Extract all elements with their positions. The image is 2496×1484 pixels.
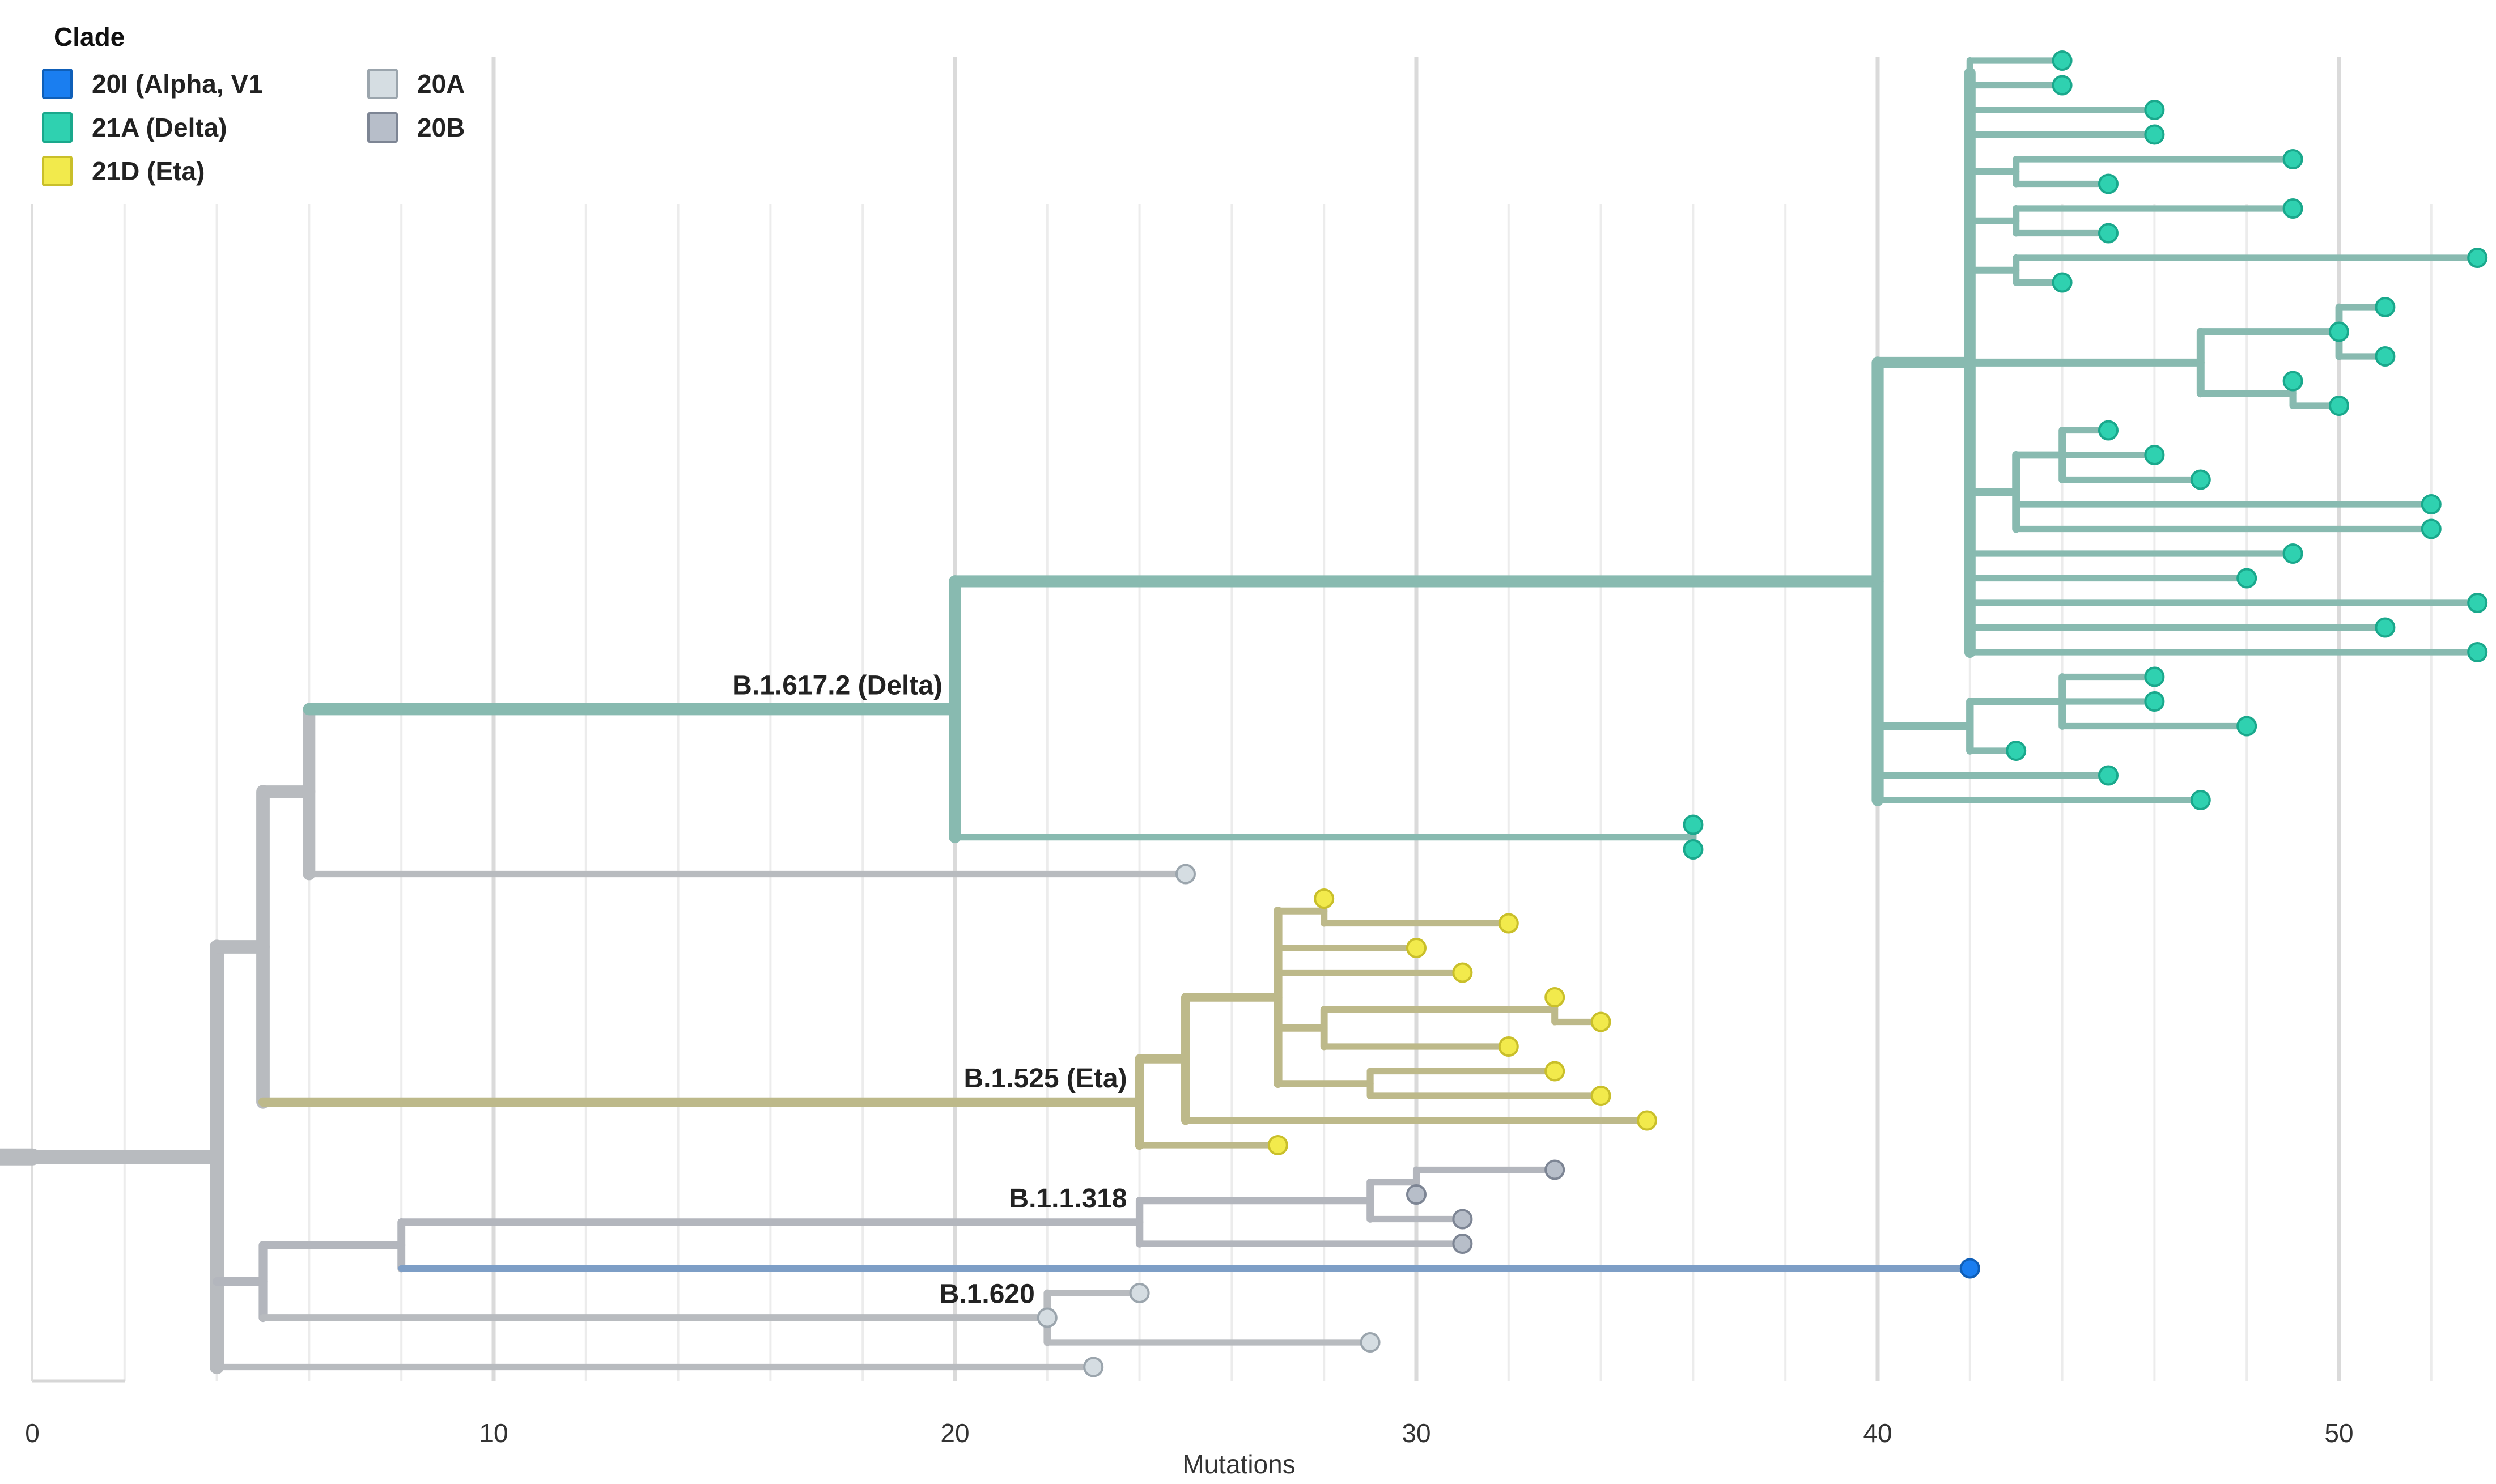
grid-lines: [123, 57, 2433, 1381]
tip-node[interactable]: [1037, 1307, 1058, 1328]
legend-swatch: [42, 112, 73, 143]
legend-swatch: [42, 69, 73, 99]
legend-item[interactable]: 20A: [367, 67, 465, 101]
tip-node[interactable]: [1083, 1357, 1104, 1377]
tip-node[interactable]: [1314, 888, 1335, 909]
tip-node[interactable]: [2375, 346, 2396, 367]
tip-node[interactable]: [2098, 223, 2119, 244]
tip-node[interactable]: [1452, 962, 1473, 983]
branch-labels: B.1.617.2 (Delta) B.1.525 (Eta) B.1.1.318 B…: [732, 671, 1127, 1309]
x-axis: 0 10 20 30 40 50 Mutations: [25, 204, 2354, 1479]
branch-label: B.1.620: [940, 1279, 1035, 1309]
legend-label: 20B: [417, 113, 465, 142]
legend-item[interactable]: 21A (Delta): [42, 110, 227, 144]
tip-node[interactable]: [2098, 173, 2119, 194]
tip-node[interactable]: [1129, 1283, 1150, 1303]
tip-node[interactable]: [1544, 1159, 1565, 1180]
tip-node[interactable]: [2144, 691, 2165, 712]
tip-node[interactable]: [1452, 1209, 1473, 1230]
tip-node[interactable]: [1406, 938, 1427, 958]
tip-node[interactable]: [2282, 198, 2303, 219]
tip-node[interactable]: [2329, 321, 2349, 342]
x-tick-label: 30: [1402, 1418, 1430, 1448]
tip-node[interactable]: [1498, 913, 1519, 934]
legend-label: 20A: [417, 69, 465, 99]
legend-item[interactable]: 20I (Alpha, V1: [42, 67, 263, 101]
tip-node[interactable]: [1683, 839, 1704, 860]
tip-node[interactable]: [1959, 1258, 1980, 1279]
x-axis-label: Mutations: [1182, 1449, 1295, 1479]
tip-node[interactable]: [2144, 445, 2165, 465]
tip-node[interactable]: [2375, 297, 2396, 317]
tip-node[interactable]: [2052, 50, 2073, 71]
tip-node[interactable]: [1590, 1011, 1611, 1032]
tip-node[interactable]: [1590, 1086, 1611, 1106]
tip-node[interactable]: [2282, 543, 2303, 564]
tip-node[interactable]: [2421, 494, 2442, 514]
tip-node[interactable]: [1452, 1234, 1473, 1254]
legend-swatch: [367, 112, 398, 143]
legend-item[interactable]: 21D (Eta): [42, 154, 205, 188]
x-tick-label: 20: [940, 1418, 969, 1448]
tip-node[interactable]: [2144, 124, 2165, 145]
tip-node[interactable]: [2098, 765, 2119, 786]
tip-node[interactable]: [2190, 790, 2211, 810]
legend-label: 21A (Delta): [92, 113, 227, 142]
tip-node[interactable]: [1637, 1110, 1657, 1131]
tip-node[interactable]: [2144, 100, 2165, 120]
tip-node[interactable]: [2467, 248, 2488, 268]
tip-node[interactable]: [2144, 666, 2165, 687]
tip-node[interactable]: [1175, 864, 1196, 885]
x-tick-label: 40: [1863, 1418, 1892, 1448]
x-tick-label: 50: [2324, 1418, 2353, 1448]
tip-node[interactable]: [2236, 716, 2257, 737]
legend-label: 21D (Eta): [92, 156, 205, 186]
tip-node[interactable]: [2236, 568, 2257, 589]
tip-node[interactable]: [2282, 371, 2303, 392]
legend-title: Clade: [54, 22, 125, 52]
tips: [1037, 50, 2488, 1377]
tip-node[interactable]: [2467, 593, 2488, 613]
tip-node[interactable]: [2375, 617, 2396, 638]
tip-node[interactable]: [2052, 272, 2073, 293]
branches: [0, 57, 2481, 1375]
tip-node[interactable]: [2421, 518, 2442, 539]
tip-node[interactable]: [2282, 149, 2303, 169]
legend-label: 20I (Alpha, V1: [92, 69, 263, 99]
branch-label: B.1.617.2 (Delta): [732, 671, 943, 701]
x-tick-label: 10: [479, 1418, 508, 1448]
tip-node[interactable]: [2329, 396, 2349, 416]
branch-label: B.1.1.318: [1009, 1184, 1127, 1214]
x-tick-label: 0: [25, 1418, 40, 1448]
tip-node[interactable]: [1683, 814, 1704, 835]
legend-swatch: [42, 156, 73, 186]
branch-label: B.1.525 (Eta): [963, 1064, 1127, 1094]
tip-node[interactable]: [2098, 420, 2119, 441]
tip-node[interactable]: [2052, 75, 2073, 96]
legend-swatch: [367, 69, 398, 99]
tip-node[interactable]: [1544, 1061, 1565, 1082]
tip-node[interactable]: [1406, 1184, 1427, 1205]
tip-node[interactable]: [1498, 1036, 1519, 1057]
tip-node[interactable]: [2467, 642, 2488, 662]
tip-node[interactable]: [1267, 1135, 1288, 1155]
tip-node[interactable]: [1544, 987, 1565, 1007]
tip-node[interactable]: [2006, 741, 2027, 761]
tip-node[interactable]: [2190, 469, 2211, 490]
tip-node[interactable]: [1360, 1332, 1381, 1353]
legend-item[interactable]: 20B: [367, 110, 465, 144]
